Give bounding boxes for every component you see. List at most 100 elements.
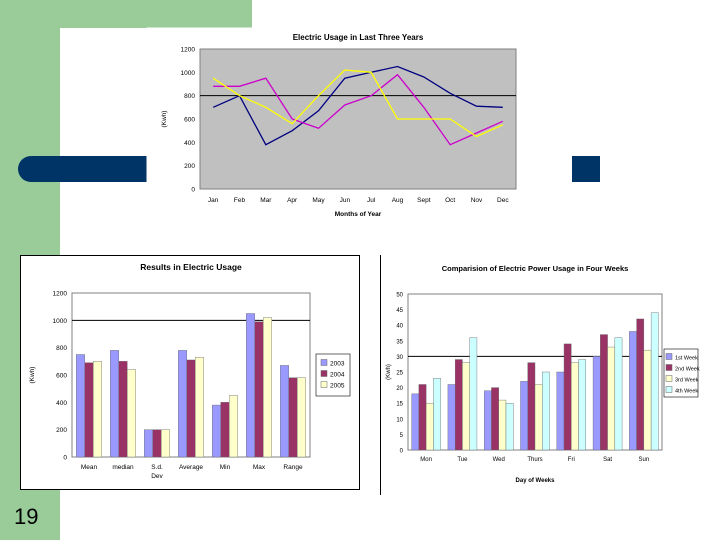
bar-2004-s-d-dev xyxy=(152,429,162,458)
x-tick-label: Mon xyxy=(420,457,432,463)
x-tick-label: Oct xyxy=(445,197,455,204)
y-axis-label: (Kwh) xyxy=(29,367,36,384)
x-tick-label: Tue xyxy=(457,457,468,463)
bar-2nd-week-mon xyxy=(418,384,427,451)
x-tick-label: Jun xyxy=(340,197,351,204)
bar-2003-s-d-dev xyxy=(144,429,153,458)
slide-number: 19 xyxy=(14,504,39,529)
y-tick-label: 25 xyxy=(396,371,403,377)
x-tick-label: Sept xyxy=(417,197,431,204)
bar-2005-range xyxy=(297,377,306,458)
legend-swatch-3rd-week xyxy=(665,375,673,382)
x-axis-label: Day of Weeks xyxy=(516,478,556,484)
x-tick-label: Sat xyxy=(603,457,612,463)
bar-2005-max xyxy=(263,317,272,458)
bar-2003-median xyxy=(110,350,119,458)
x-tick-label: Range xyxy=(283,464,303,471)
bar-2005-mean xyxy=(93,361,102,458)
bar-3rd-week-mon xyxy=(425,402,434,451)
x-tick-label: Thurs xyxy=(527,457,542,463)
bar-4th-week-sat xyxy=(614,337,623,451)
x-tick-label: Average xyxy=(179,464,203,471)
bar-2003-max xyxy=(246,313,255,458)
bar-2nd-week-thurs xyxy=(527,362,536,451)
y-tick-label: 0 xyxy=(63,455,67,462)
x-tick-label: Jul xyxy=(367,197,376,204)
line-chart-electric-usage: Electric Usage in Last Three Years 0 200 40… xyxy=(146,27,522,226)
bar-1st-week-sun xyxy=(629,331,637,451)
legend-swatch-1st-week xyxy=(665,353,673,360)
bar-4th-week-sun xyxy=(650,312,659,451)
legend-swatch-4th-week xyxy=(665,386,673,393)
series-line-2005 xyxy=(212,69,504,138)
legend-label-1st-week: 1st Week xyxy=(675,356,698,362)
bar-2004-average xyxy=(186,359,196,458)
bar-4th-week-wed xyxy=(505,402,514,451)
y-tick-label: 400 xyxy=(184,140,195,147)
bar-2003-min xyxy=(212,404,221,458)
chart-title: Electric Usage in Last Three Years xyxy=(293,33,424,42)
y-tick-label: 600 xyxy=(56,373,67,380)
series-line-2004 xyxy=(213,73,504,146)
bar-2004-max xyxy=(254,321,264,458)
bar-3rd-week-wed xyxy=(498,399,507,451)
y-tick-label: 15 xyxy=(396,402,403,408)
bar-1st-week-sat xyxy=(592,356,601,451)
y-tick-label: 200 xyxy=(184,163,195,170)
bar-3rd-week-thurs xyxy=(534,384,543,451)
x-tick-label: Fri xyxy=(568,457,575,463)
y-tick-label: 50 xyxy=(396,293,403,299)
bar-chart-four-weeks: Comparision of Electric Power Usage in F… xyxy=(380,255,700,495)
x-tick-label: Wed xyxy=(493,457,505,463)
bar-2003-mean xyxy=(76,354,85,458)
bar-2005-min xyxy=(229,395,238,458)
bar-4th-week-mon xyxy=(433,378,441,451)
x-tick-label: Mean xyxy=(81,464,98,471)
x-axis-label: Months of Year xyxy=(335,211,382,218)
y-tick-label: 800 xyxy=(56,345,67,352)
chart-title: Comparision of Electric Power Usage in F… xyxy=(442,264,629,273)
bar-2004-median xyxy=(118,361,128,458)
bar-2004-min xyxy=(220,402,230,458)
bar-4th-week-tue xyxy=(469,337,478,451)
legend-swatch-2005 xyxy=(320,381,328,388)
y-tick-label: 10 xyxy=(396,417,403,423)
bar-2005-average xyxy=(195,357,204,458)
bar-4th-week-fri xyxy=(578,359,587,451)
y-tick-label: 0 xyxy=(400,449,404,455)
bar-2nd-week-tue xyxy=(454,359,463,451)
bar-1st-week-wed xyxy=(483,390,492,451)
x-tick-label: Min xyxy=(220,464,231,471)
legend-label-2004: 2004 xyxy=(330,372,345,379)
bar-1st-week-thurs xyxy=(520,381,528,451)
y-tick-label: 45 xyxy=(396,308,403,314)
bar-3rd-week-tue xyxy=(462,362,470,451)
y-tick-label: 30 xyxy=(396,355,403,361)
x-tick-label: Dec xyxy=(497,197,509,204)
y-axis-label: (Kwh) xyxy=(386,364,392,380)
plot-area xyxy=(199,48,517,190)
bar-2005-s-d-dev xyxy=(161,429,170,458)
bar-1st-week-tue xyxy=(447,384,456,451)
y-tick-label: 0 xyxy=(191,187,195,194)
bar-4th-week-thurs xyxy=(542,371,550,451)
y-tick-label: 1200 xyxy=(181,47,196,54)
y-tick-label: 400 xyxy=(56,400,67,407)
legend-label-2005: 2005 xyxy=(330,383,345,390)
y-tick-label: 5 xyxy=(400,433,404,439)
legend-label-3rd-week: 3rd Week xyxy=(675,378,699,384)
y-tick-label: 35 xyxy=(396,339,403,345)
bar-2003-average xyxy=(178,350,187,458)
x-tick-label: Sun xyxy=(639,457,650,463)
bar-chart-results-electric-usage: Results in Electric Usage 0 200 400 600 800 10… xyxy=(20,255,360,490)
bar-1st-week-mon xyxy=(411,393,420,451)
x-tick-label: Nov xyxy=(471,197,483,204)
legend-swatch-2004 xyxy=(320,370,328,377)
bar-2nd-week-sun xyxy=(636,318,645,451)
y-tick-label: 200 xyxy=(56,427,67,434)
chart-title: Results in Electric Usage xyxy=(140,262,242,272)
x-tick-label: Max xyxy=(253,464,266,471)
y-tick-label: 1000 xyxy=(53,318,68,325)
decorative-navy-bar xyxy=(18,156,148,182)
bar-2nd-week-sat xyxy=(600,334,608,451)
